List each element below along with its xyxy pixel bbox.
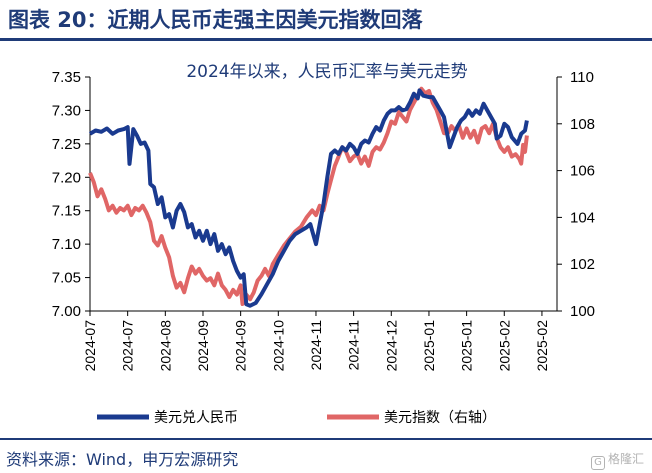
title-rule <box>0 38 652 41</box>
y-left-tick-label: 7.20 <box>52 169 81 186</box>
x-tick-label: 2025-01 <box>459 320 475 372</box>
figure-title: 图表 20：近期人民币走强主因美元指数回落 <box>8 8 423 32</box>
x-tick-label: 2024-09 <box>233 320 249 372</box>
y-left-tick-label: 7.30 <box>52 102 81 119</box>
y-left-tick-label: 7.35 <box>52 69 81 86</box>
x-tick-label: 2025-02 <box>534 320 550 372</box>
chart-title: 2024年以来，人民币汇率与美元走势 <box>186 62 467 82</box>
x-tick-label: 2024-11 <box>308 320 324 371</box>
series-line-usdcny <box>88 88 529 308</box>
legend-label: 美元兑人民币 <box>154 410 238 426</box>
x-tick-label: 2024-07 <box>82 320 98 372</box>
x-tick-label: 2025-02 <box>496 320 512 372</box>
x-tick-label: 2024-12 <box>383 320 399 372</box>
x-tick-label: 2024-08 <box>157 320 173 372</box>
series-line-usd-index <box>88 86 529 306</box>
series-layer <box>88 86 529 308</box>
source-note: 资料来源：Wind，申万宏源研究 <box>6 450 239 469</box>
y-left-tick-label: 7.05 <box>52 270 81 287</box>
x-tick-label: 2024-10 <box>270 320 286 372</box>
y-left-tick-label: 7.15 <box>52 203 81 220</box>
y-left-tick-label: 7.10 <box>52 236 81 253</box>
watermark: G 格隆汇 <box>590 450 644 470</box>
y-right-tick-label: 102 <box>570 256 595 273</box>
y-right-tick-label: 106 <box>570 163 595 180</box>
y-right-tick-label: 100 <box>570 303 595 320</box>
legend-label: 美元指数（右轴） <box>384 410 496 426</box>
x-tick-label: 2024-07 <box>120 320 136 372</box>
y-right-tick-label: 110 <box>570 69 594 86</box>
watermark-logo-icon: G <box>590 456 605 470</box>
x-tick-label: 2024-11 <box>346 320 362 371</box>
y-left-tick-label: 7.25 <box>52 136 81 153</box>
y-left-tick-label: 7.00 <box>52 303 81 320</box>
y-right-tick-label: 108 <box>570 116 595 133</box>
watermark-text: 格隆汇 <box>607 452 644 466</box>
legend: 美元兑人民币 美元指数（右轴） <box>97 410 496 426</box>
x-tick-label: 2024-09 <box>195 320 211 372</box>
source-rule <box>0 438 652 440</box>
y-right-tick-label: 104 <box>570 209 595 226</box>
axes: 7.00 7.05 7.10 7.15 7.20 7.25 7.30 7.35 100 102 10… <box>52 69 595 371</box>
chart-area: 2024年以来，人民币汇率与美元走势 7.007.057.107.157.207… <box>52 62 595 426</box>
x-tick-label: 2025-01 <box>421 320 437 372</box>
